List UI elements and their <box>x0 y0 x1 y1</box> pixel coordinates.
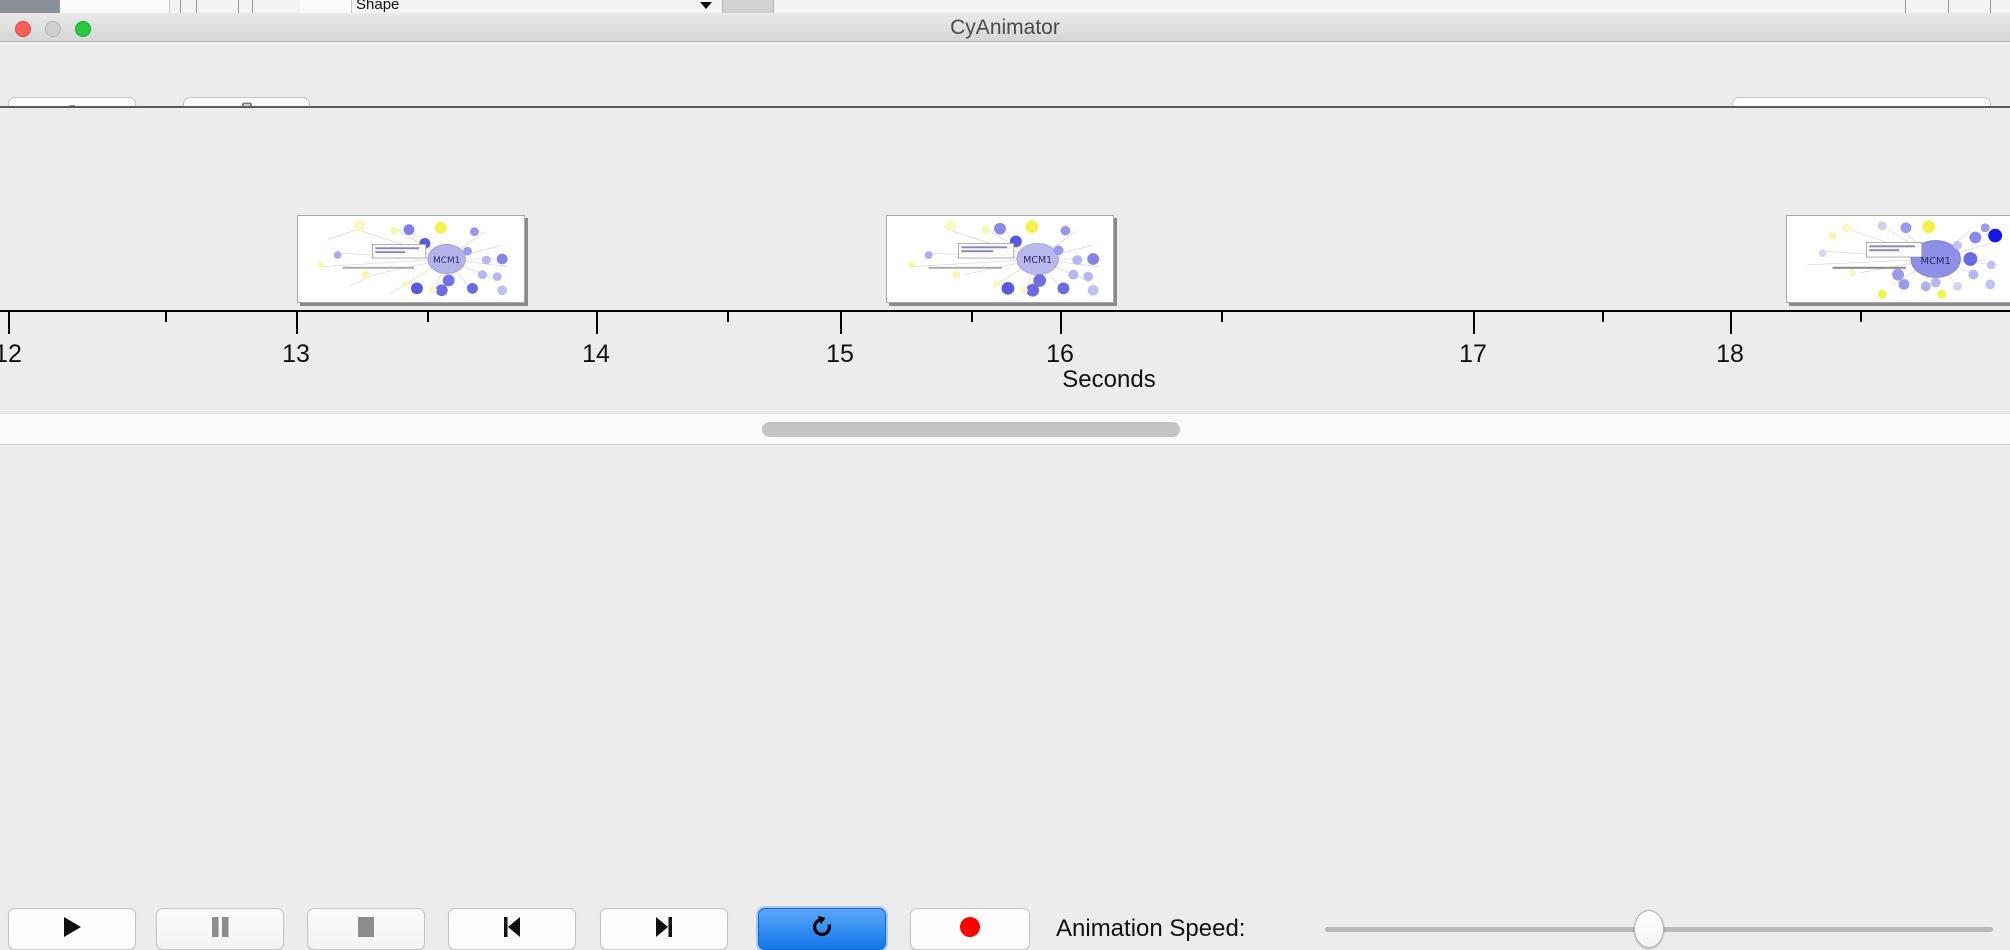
background-tick <box>1990 0 1991 13</box>
svg-text:MCM1: MCM1 <box>1023 255 1052 266</box>
scrollbar-thumb[interactable] <box>762 422 1180 437</box>
ruler-tick <box>1602 310 1604 322</box>
record-icon <box>958 915 982 944</box>
timeline-axis-label: Seconds <box>0 366 2010 394</box>
toolbar: Clear All Frames <box>0 42 2010 139</box>
ruler-tick-label: 15 <box>826 340 854 368</box>
title-bar: CyAnimator <box>0 13 2010 42</box>
timeline-frame-thumbnail[interactable]: MCM1 <box>1786 215 2010 303</box>
ruler-tick <box>1860 310 1862 322</box>
timeline-ruler-line <box>0 310 2010 312</box>
ruler-tick <box>1060 310 1062 334</box>
ruler-tick <box>1730 310 1732 334</box>
ruler-tick <box>165 310 167 322</box>
playback-control-bar: Animation Speed: <box>0 446 2010 950</box>
background-tick <box>1905 0 1906 13</box>
ruler-tick <box>840 310 842 334</box>
ruler-tick-label: 14 <box>582 340 610 368</box>
ruler-tick-label: 18 <box>1716 340 1744 368</box>
svg-text:MCM1: MCM1 <box>1921 256 1951 267</box>
skip-to-end-button[interactable] <box>600 908 728 950</box>
ruler-tick <box>1221 310 1223 322</box>
timeline-horizontal-scrollbar[interactable] <box>0 413 2010 445</box>
ruler-tick <box>296 310 298 334</box>
timeline-frame-thumbnail[interactable]: MCM1 <box>297 215 525 303</box>
window-title: CyAnimator <box>950 16 1060 39</box>
toolbar-separator <box>0 106 2010 108</box>
ruler-tick-label: 12 <box>0 340 22 368</box>
ruler-tick <box>427 310 429 322</box>
ruler-tick <box>727 310 729 322</box>
timeline-axis-label-text: Seconds <box>1062 366 1156 393</box>
background-tab-fragment <box>60 0 170 13</box>
pause-icon <box>209 915 231 944</box>
timeline-panel[interactable]: MCM1 <box>0 108 2010 413</box>
background-tick <box>196 0 197 13</box>
background-caret-icon <box>700 2 712 9</box>
ruler-tick <box>1473 310 1475 334</box>
maximize-window-button[interactable] <box>75 21 91 37</box>
loop-icon <box>808 913 836 946</box>
play-icon <box>61 915 83 944</box>
network-graph-preview: MCM1 <box>887 216 1113 302</box>
loop-button[interactable] <box>758 908 886 950</box>
background-tick <box>180 0 181 13</box>
pause-button[interactable] <box>156 908 284 950</box>
animation-speed-slider-thumb[interactable] <box>1634 910 1664 948</box>
ruler-tick <box>596 310 598 334</box>
skip-forward-icon <box>653 915 675 944</box>
close-window-button[interactable] <box>15 21 31 37</box>
background-selected-cell <box>722 0 774 13</box>
skip-to-start-button[interactable] <box>448 908 576 950</box>
ruler-tick-label: 13 <box>282 340 310 368</box>
network-graph-preview: MCM1 <box>1787 216 2010 302</box>
stop-button[interactable] <box>307 908 425 950</box>
background-tick <box>252 0 253 13</box>
ruler-tick <box>971 310 973 322</box>
animation-speed-label: Animation Speed: <box>1056 915 1246 942</box>
background-window-label: Shape <box>356 0 400 13</box>
background-tick <box>1948 0 1949 13</box>
ruler-tick-label: 16 <box>1046 340 1074 368</box>
play-button[interactable] <box>8 908 136 950</box>
minimize-window-button[interactable] <box>45 21 61 37</box>
background-sidebar-fragment <box>0 0 60 13</box>
skip-back-icon <box>501 915 523 944</box>
stop-icon <box>355 915 377 944</box>
ruler-tick-label: 17 <box>1459 340 1487 368</box>
background-window-strip: Shape <box>0 0 2010 13</box>
record-button[interactable] <box>910 908 1030 950</box>
timeline-frame-thumbnail[interactable]: MCM1 <box>886 215 1114 303</box>
svg-text:MCM1: MCM1 <box>433 256 460 266</box>
ruler-tick <box>8 310 10 334</box>
network-graph-preview: MCM1 <box>298 216 524 302</box>
background-tick <box>238 0 239 13</box>
background-tab-fragment <box>300 0 352 13</box>
